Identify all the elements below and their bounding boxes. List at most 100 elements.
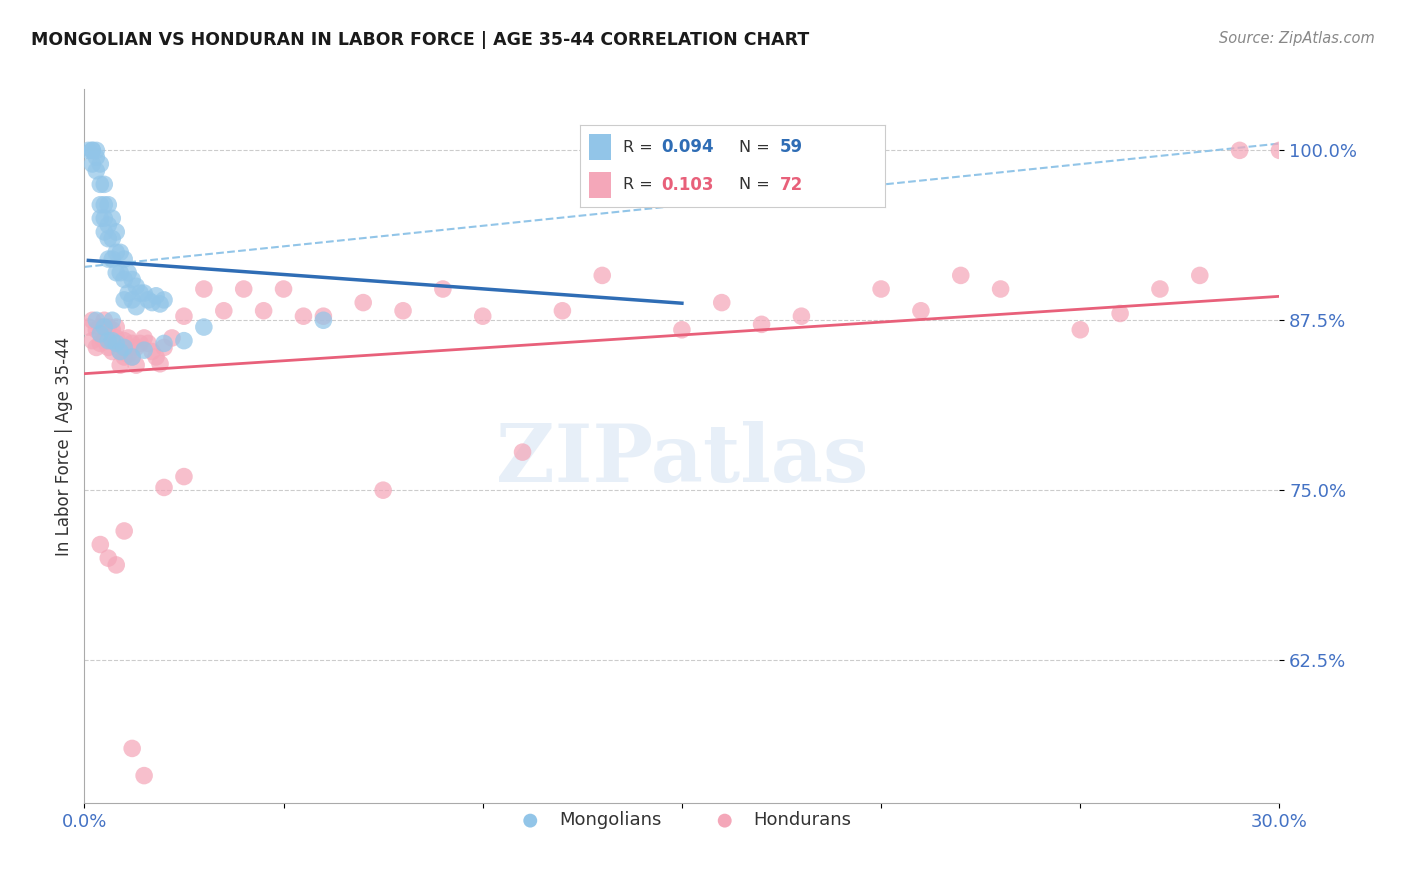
Point xyxy=(93,320,115,334)
Point xyxy=(910,303,932,318)
Point xyxy=(173,334,195,348)
Point xyxy=(105,320,128,334)
Point xyxy=(105,558,128,572)
Point xyxy=(89,157,111,171)
Point xyxy=(193,320,215,334)
Point xyxy=(101,313,124,327)
Point xyxy=(145,350,167,364)
Point xyxy=(82,144,104,158)
Point xyxy=(312,309,335,323)
Point xyxy=(153,293,176,307)
Point xyxy=(110,266,132,280)
Point xyxy=(101,252,124,266)
Point xyxy=(153,336,176,351)
Point xyxy=(292,309,315,323)
Point xyxy=(512,445,534,459)
Point xyxy=(97,252,120,266)
Point xyxy=(117,286,139,301)
Point xyxy=(97,198,120,212)
Point xyxy=(193,282,215,296)
Point xyxy=(352,295,374,310)
Point xyxy=(671,191,693,205)
Point xyxy=(117,266,139,280)
Point xyxy=(136,293,159,307)
Point xyxy=(153,341,176,355)
Point xyxy=(173,469,195,483)
Point xyxy=(153,480,176,494)
Point xyxy=(86,341,108,355)
Point xyxy=(1188,268,1211,283)
Point xyxy=(110,245,132,260)
Point xyxy=(86,323,108,337)
Point xyxy=(112,252,135,266)
Point xyxy=(110,344,132,359)
Point xyxy=(112,334,135,348)
Point xyxy=(392,303,415,318)
Point xyxy=(89,537,111,551)
Point xyxy=(89,320,111,334)
Point xyxy=(101,334,124,348)
Point xyxy=(1229,144,1251,158)
Point xyxy=(86,150,108,164)
Point xyxy=(432,282,454,296)
Point xyxy=(82,144,104,158)
Point xyxy=(471,309,494,323)
Point xyxy=(82,313,104,327)
Point xyxy=(125,358,148,372)
Point xyxy=(110,344,132,359)
Point xyxy=(97,218,120,232)
Point xyxy=(312,313,335,327)
Point xyxy=(93,211,115,226)
Point xyxy=(212,303,235,318)
Point xyxy=(97,232,120,246)
Point xyxy=(232,282,254,296)
Point xyxy=(89,326,111,341)
Text: ZIPatlas: ZIPatlas xyxy=(496,421,868,500)
Point xyxy=(121,293,143,307)
Point xyxy=(671,323,693,337)
Point xyxy=(93,225,115,239)
Point xyxy=(89,336,111,351)
Point xyxy=(117,347,139,361)
Point xyxy=(117,331,139,345)
Point xyxy=(97,551,120,566)
Point xyxy=(125,279,148,293)
Text: MONGOLIAN VS HONDURAN IN LABOR FORCE | AGE 35-44 CORRELATION CHART: MONGOLIAN VS HONDURAN IN LABOR FORCE | A… xyxy=(31,31,810,49)
Text: Source: ZipAtlas.com: Source: ZipAtlas.com xyxy=(1219,31,1375,46)
Point xyxy=(591,268,613,283)
Point xyxy=(112,272,135,286)
Point xyxy=(93,198,115,212)
Point xyxy=(93,334,115,348)
Point xyxy=(136,336,159,351)
Point xyxy=(82,157,104,171)
Point xyxy=(870,282,893,296)
Point xyxy=(173,309,195,323)
Point xyxy=(86,163,108,178)
Point xyxy=(105,225,128,239)
Point xyxy=(129,286,152,301)
Point xyxy=(145,289,167,303)
Point xyxy=(1149,282,1171,296)
Point xyxy=(86,313,108,327)
Point xyxy=(141,344,163,359)
Point xyxy=(1069,323,1091,337)
Point xyxy=(149,297,172,311)
Point xyxy=(373,483,395,498)
Point xyxy=(86,144,108,158)
Point xyxy=(105,245,128,260)
Point xyxy=(101,232,124,246)
Point xyxy=(89,178,111,192)
Point xyxy=(101,211,124,226)
Point xyxy=(97,334,120,348)
Point xyxy=(105,336,128,351)
Point xyxy=(110,358,132,372)
Point xyxy=(112,341,135,355)
Point xyxy=(93,313,115,327)
Legend: Mongolians, Hondurans: Mongolians, Hondurans xyxy=(505,805,859,837)
Point xyxy=(160,331,183,345)
Point xyxy=(105,331,128,345)
Point xyxy=(89,211,111,226)
Point xyxy=(101,344,124,359)
Point xyxy=(141,295,163,310)
Point xyxy=(89,198,111,212)
